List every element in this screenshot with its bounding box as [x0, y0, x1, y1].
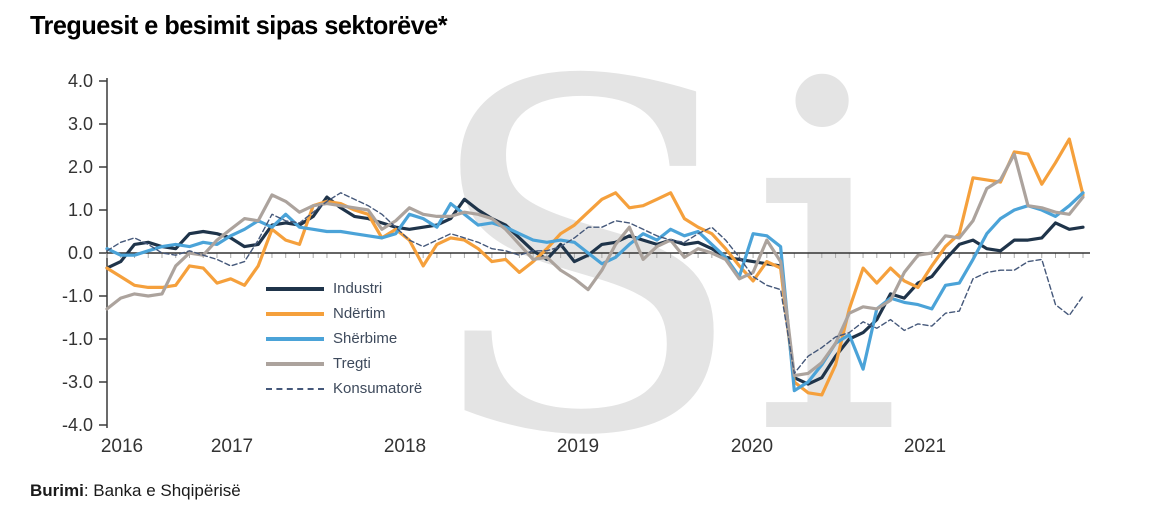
- series-line-tregti: [105, 152, 1085, 378]
- x-tick-label: 2019: [557, 436, 599, 457]
- legend-label: Ndërtim: [333, 305, 386, 322]
- y-tick-label: 0.0: [68, 243, 93, 263]
- page-title: Treguesit e besimit sipas sektorëve*: [30, 10, 448, 40]
- legend-swatch-ndërtim: [266, 311, 324, 316]
- y-tick-label: -4.0: [62, 415, 93, 435]
- y-tick-label: 2.0: [68, 157, 93, 177]
- legend-swatch-shërbime: [266, 336, 324, 341]
- legend-label: Industri: [333, 280, 383, 297]
- source-text: : Banka e Shqipërisë: [83, 481, 241, 500]
- legend-item-shërbime: Shërbime: [266, 326, 422, 351]
- legend-swatch-industri: [266, 286, 324, 291]
- y-axis: 4.0 3.0 2.0 1.0 0.0 -1.0 -1.0 -3.0 -4.0: [62, 71, 108, 435]
- legend-label: Tregti: [333, 355, 371, 372]
- y-tick-label: -1.0: [62, 329, 93, 349]
- x-tick-label: 2021: [904, 436, 946, 457]
- y-tick-label: 3.0: [68, 114, 93, 134]
- x-tick-label: 2017: [211, 436, 253, 457]
- legend-item-industri: Industri: [266, 276, 422, 301]
- legend-label: Konsumatorë: [333, 380, 423, 397]
- y-tick-label: -3.0: [62, 372, 93, 392]
- legend-label: Shërbime: [333, 330, 398, 347]
- source-label: Burimi: [30, 481, 84, 500]
- chart-legend: Industri Ndërtim Shërbime Tregti Konsumatorë: [266, 276, 422, 401]
- legend-item-ndërtim: Ndërtim: [266, 301, 422, 326]
- x-axis-labels: 2016 2017 2018 2019 2020 2021: [101, 436, 946, 457]
- x-tick-label: 2020: [731, 436, 773, 457]
- zero-axis: [106, 252, 1090, 258]
- legend-item-konsumatorë: Konsumatorë: [266, 376, 422, 401]
- series-line-konsumatorë: [106, 192, 1084, 375]
- y-tick-label: 4.0: [68, 71, 93, 91]
- y-tick-label: 1.0: [68, 200, 93, 220]
- series-line-shërbime: [105, 191, 1085, 393]
- series-line-ndërtim: [105, 137, 1085, 397]
- legend-swatch-tregti: [266, 361, 324, 366]
- source-line: Burimi: Banka e Shqipërisë: [30, 481, 241, 501]
- x-tick-label: 2016: [101, 436, 143, 457]
- y-tick-label: -1.0: [62, 286, 93, 306]
- legend-swatch-konsumatorë: [266, 387, 324, 390]
- legend-item-tregti: Tregti: [266, 351, 422, 376]
- x-tick-label: 2018: [384, 436, 426, 457]
